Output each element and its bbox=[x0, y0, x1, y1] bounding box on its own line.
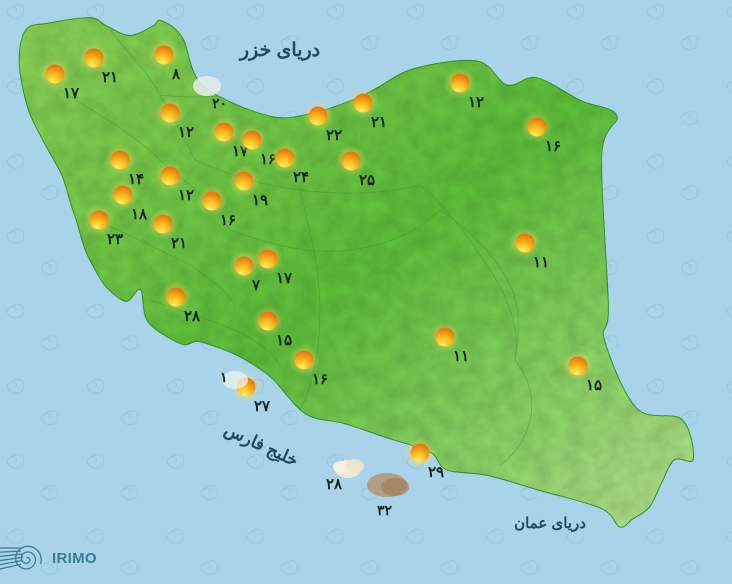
svg-text:IRIMO: IRIMO bbox=[52, 550, 97, 567]
